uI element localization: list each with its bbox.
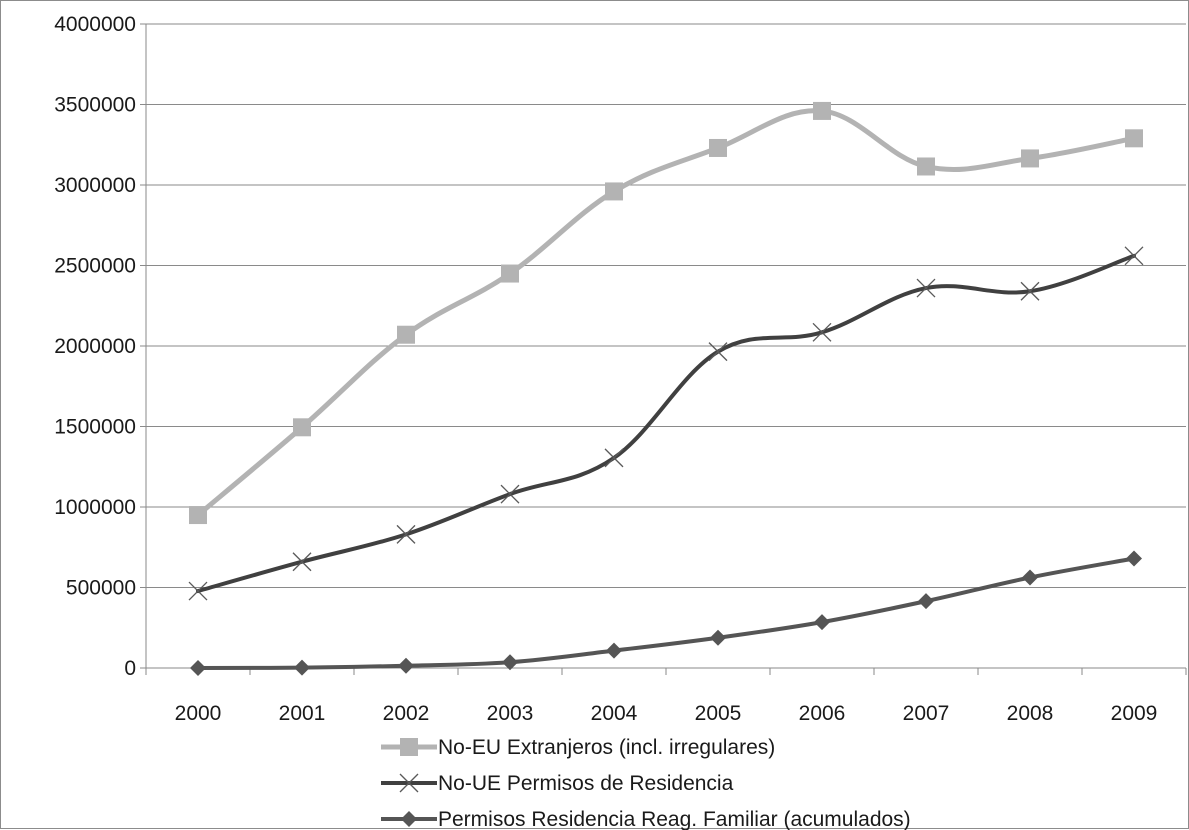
- x-tick-label: 2002: [383, 702, 430, 725]
- y-tick-label: 4000000: [54, 13, 136, 36]
- y-tick-label: 1500000: [54, 416, 136, 439]
- series-line: [195, 108, 1137, 518]
- legend-entry: Permisos Residencia Reag. Familiar (acum…: [381, 808, 911, 830]
- data-point: [292, 552, 312, 572]
- legend-entry: No-UE Permisos de Residencia: [381, 772, 734, 795]
- y-tick-label: 3000000: [54, 174, 136, 197]
- y-tick-label: 500000: [66, 577, 136, 600]
- data-point: [1124, 246, 1144, 266]
- data-point: [500, 484, 520, 504]
- y-tick-label: 1000000: [54, 496, 136, 519]
- x-tick-label: 2006: [799, 702, 846, 725]
- data-point: [604, 448, 624, 468]
- legend-swatch-marker: [401, 811, 417, 827]
- data-point: [812, 322, 832, 342]
- data-point: [1021, 149, 1039, 168]
- x-tick-label: 2001: [279, 702, 326, 725]
- data-point: [606, 642, 622, 659]
- data-point: [709, 138, 727, 157]
- x-tick-label: 2000: [175, 702, 222, 725]
- y-tick-label: 0: [124, 657, 136, 680]
- series-1: [189, 101, 1143, 525]
- y-tick-label: 3500000: [54, 94, 136, 117]
- data-point: [293, 418, 311, 437]
- series-line: [196, 556, 1136, 670]
- x-tick-label: 2004: [591, 702, 638, 725]
- data-point: [814, 614, 830, 631]
- legend-swatch-marker: [400, 738, 418, 756]
- data-point: [397, 325, 415, 344]
- x-tick-label: 2008: [1007, 702, 1054, 725]
- series-line: [196, 253, 1136, 594]
- data-point: [708, 342, 728, 362]
- data-point: [501, 264, 519, 283]
- y-tick-label: 2000000: [54, 335, 136, 358]
- data-point: [918, 593, 934, 610]
- data-point: [396, 524, 416, 544]
- y-tick-labels: 0 500000 1000000 1500000 2000000 2500000 30000…: [54, 13, 136, 680]
- legend-label: Permisos Residencia Reag. Familiar (acum…: [438, 808, 911, 830]
- data-point: [917, 157, 935, 176]
- series-3: [190, 550, 1142, 676]
- x-tick-label: 2009: [1111, 702, 1158, 725]
- data-point: [916, 278, 936, 298]
- x-tick-label: 2007: [903, 702, 950, 725]
- x-tick-labels: 2000 2001 2002 2003 2004 2005 2006 2007 2008 2009: [175, 702, 1158, 725]
- data-point: [294, 659, 310, 676]
- legend-label: No-EU Extranjeros (incl. irregulares): [438, 736, 775, 759]
- data-point: [1125, 129, 1143, 148]
- data-point: [1022, 569, 1038, 586]
- legend-swatch-marker: [399, 773, 419, 793]
- x-tick-label: 2003: [487, 702, 534, 725]
- legend: No-EU Extranjeros (incl. irregulares) No-…: [381, 736, 911, 830]
- data-point: [710, 629, 726, 646]
- data-point: [605, 182, 623, 201]
- series-2: [188, 246, 1144, 601]
- data-point: [398, 657, 414, 674]
- legend-entry: No-EU Extranjeros (incl. irregulares): [381, 736, 775, 759]
- data-point: [502, 654, 518, 671]
- x-tick-label: 2005: [695, 702, 742, 725]
- y-tick-label: 2500000: [54, 255, 136, 278]
- legend-label: No-UE Permisos de Residencia: [438, 772, 734, 795]
- data-point: [190, 660, 206, 676]
- series-lines: [188, 101, 1144, 676]
- data-point: [189, 506, 207, 525]
- data-point: [188, 581, 208, 601]
- data-point: [1126, 550, 1142, 567]
- gridlines: [146, 23, 1186, 588]
- data-point: [1020, 281, 1040, 301]
- data-point: [813, 101, 831, 120]
